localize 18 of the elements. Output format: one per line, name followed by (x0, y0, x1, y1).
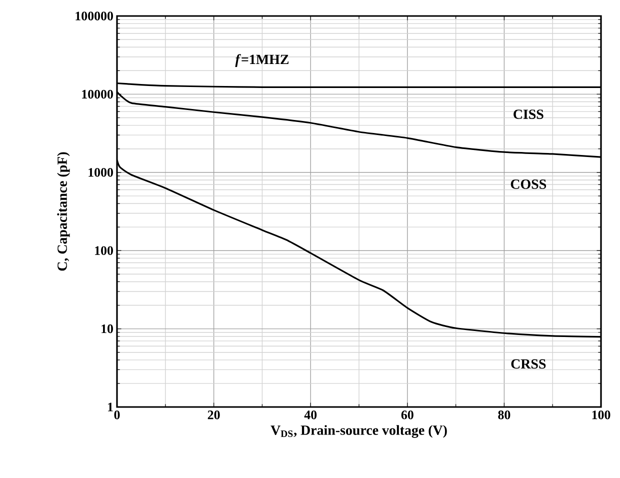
series-label: CISS (514, 110, 544, 119)
annotation: f=1MHZ (235, 54, 289, 67)
y-tick-label: 100000 (76, 12, 113, 20)
series-label: CRSS (511, 359, 546, 369)
x-tick-label: 40 (304, 410, 317, 420)
y-axis-title: C, Capacitance (pF) (57, 152, 70, 271)
y-tick-label: 100 (95, 246, 113, 255)
y-tick-label: 10 (102, 324, 113, 334)
x-axis-title: V$_{DS}$, Drain-source voltage (V) (270, 425, 447, 438)
y-tick-label: 1 (108, 402, 113, 412)
x-tick-label: 0 (114, 410, 120, 420)
x-tick-label: 80 (498, 410, 510, 420)
y-tick-label: 10000 (82, 90, 113, 99)
series-label: COSS (510, 180, 546, 189)
x-tick-label: 20 (208, 410, 220, 420)
y-tick-label: 1000 (88, 168, 113, 177)
x-tick-label: 100 (592, 410, 610, 420)
x-tick-label: 60 (401, 410, 414, 420)
